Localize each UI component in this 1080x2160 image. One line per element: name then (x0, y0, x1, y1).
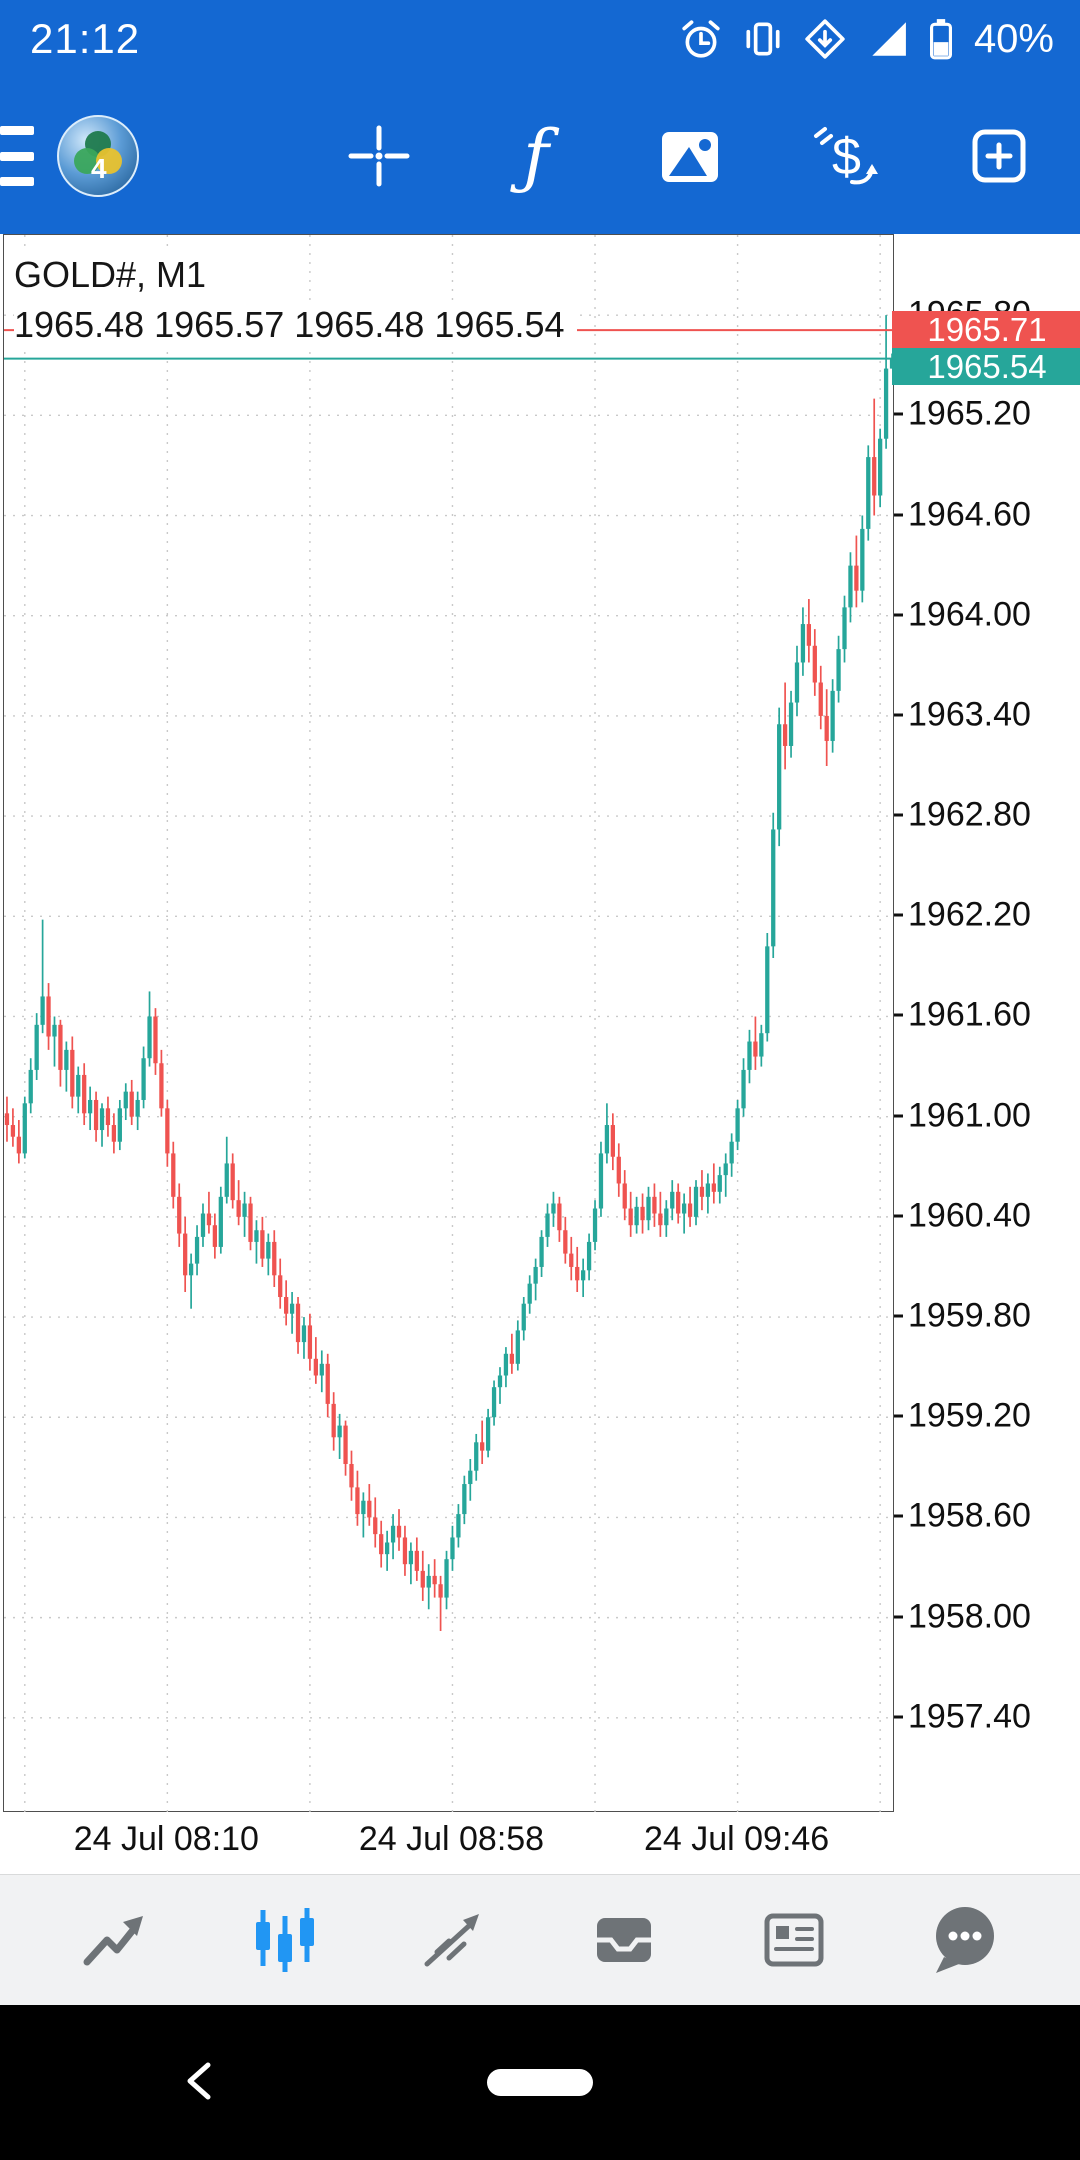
time-axis-label: 24 Jul 08:58 (358, 1820, 545, 1858)
android-nav-bar (0, 2005, 1080, 2160)
ask-price-badge: 1965.71 (892, 311, 1080, 349)
price-chart[interactable] (3, 234, 895, 1813)
messages-bubble-icon (936, 1907, 994, 1973)
objects-button[interactable] (652, 118, 728, 194)
price-axis-label: 1958.00 (894, 1597, 1031, 1636)
news-tab[interactable] (750, 1890, 840, 1990)
price-axis-label: 1959.20 (894, 1397, 1031, 1436)
signal-icon (872, 22, 906, 56)
price-axis-label: 1964.00 (894, 595, 1031, 634)
price-axis-label: 1960.40 (894, 1196, 1031, 1235)
history-tab[interactable] (580, 1890, 670, 1990)
status-clock: 21:12 (30, 15, 141, 62)
price-axis-label: 1962.80 (894, 796, 1031, 835)
svg-text:$: $ (832, 128, 861, 186)
trade-line-icon (424, 1914, 479, 1967)
add-window-icon (972, 129, 1026, 183)
candlestick-chart-canvas[interactable] (4, 235, 895, 1813)
objects-icon (662, 132, 718, 182)
price-axis-label: 1961.00 (894, 1096, 1031, 1135)
vibrate-icon (746, 22, 780, 56)
price-axis-label: 1962.20 (894, 896, 1031, 935)
function-icon: ƒ (523, 115, 549, 197)
app-toolbar: 4 ƒ $ (0, 78, 1080, 234)
price-axis-label: 1965.20 (894, 395, 1031, 434)
indicators-button[interactable]: ƒ (498, 118, 574, 194)
home-pill[interactable] (487, 2069, 593, 2096)
battery-icon (929, 19, 952, 60)
charts-tab-active[interactable] (240, 1890, 330, 1990)
time-axis: 24 Jul 08:10 24 Jul 08:58 24 Jul 09:46 (0, 1812, 1080, 1874)
messages-tab[interactable] (920, 1890, 1010, 1990)
chart-ohlc-values: 1965.48 1965.57 1965.48 1965.54 (14, 300, 577, 350)
crosshair-icon (348, 125, 410, 187)
price-axis-label: 1958.60 (894, 1497, 1031, 1536)
menu-icon[interactable] (0, 126, 34, 186)
candlestick-chart-icon (256, 1908, 314, 1972)
trade-tab[interactable] (410, 1890, 500, 1990)
price-axis-label: 1961.60 (894, 996, 1031, 1035)
time-axis-label: 24 Jul 09:46 (643, 1820, 830, 1858)
back-button[interactable] (178, 2057, 226, 2105)
news-icon (764, 1913, 824, 1967)
battery-percent: 40% (973, 16, 1054, 61)
status-icons: 40% (680, 17, 1054, 62)
data-saver-icon (805, 19, 845, 59)
svg-text:4: 4 (91, 153, 107, 184)
history-tray-icon (597, 1918, 651, 1962)
bottom-toolbar (0, 1874, 1080, 2005)
status-bar: 21:12 40% (0, 0, 1080, 78)
chart-symbol-timeframe: GOLD#, M1 (14, 250, 219, 300)
dollar-trade-icon: $ (814, 127, 878, 186)
bid-price-badge: 1965.54 (892, 348, 1080, 386)
crosshair-button[interactable] (341, 118, 417, 194)
price-axis-label: 1959.80 (894, 1297, 1031, 1336)
new-order-button[interactable]: $ (806, 118, 882, 194)
add-chart-button[interactable] (961, 118, 1037, 194)
back-icon (187, 2062, 211, 2100)
time-axis-label: 24 Jul 08:10 (73, 1820, 259, 1858)
chart-header: GOLD#, M1 1965.48 1965.57 1965.48 1965.5… (14, 250, 577, 350)
quotes-tab[interactable] (70, 1890, 160, 1990)
price-axis-label: 1964.60 (894, 495, 1031, 534)
price-axis-label: 1957.40 (894, 1697, 1031, 1736)
price-axis: 1965.71 1965.54 1965.801965.201964.60196… (892, 234, 1080, 1812)
price-axis-label: 1963.40 (894, 695, 1031, 734)
mt4-logo-icon: 4 (57, 115, 139, 197)
alarm-icon (682, 20, 720, 58)
mt4-logo[interactable]: 4 (56, 114, 140, 198)
quotes-trend-icon (83, 1916, 143, 1966)
